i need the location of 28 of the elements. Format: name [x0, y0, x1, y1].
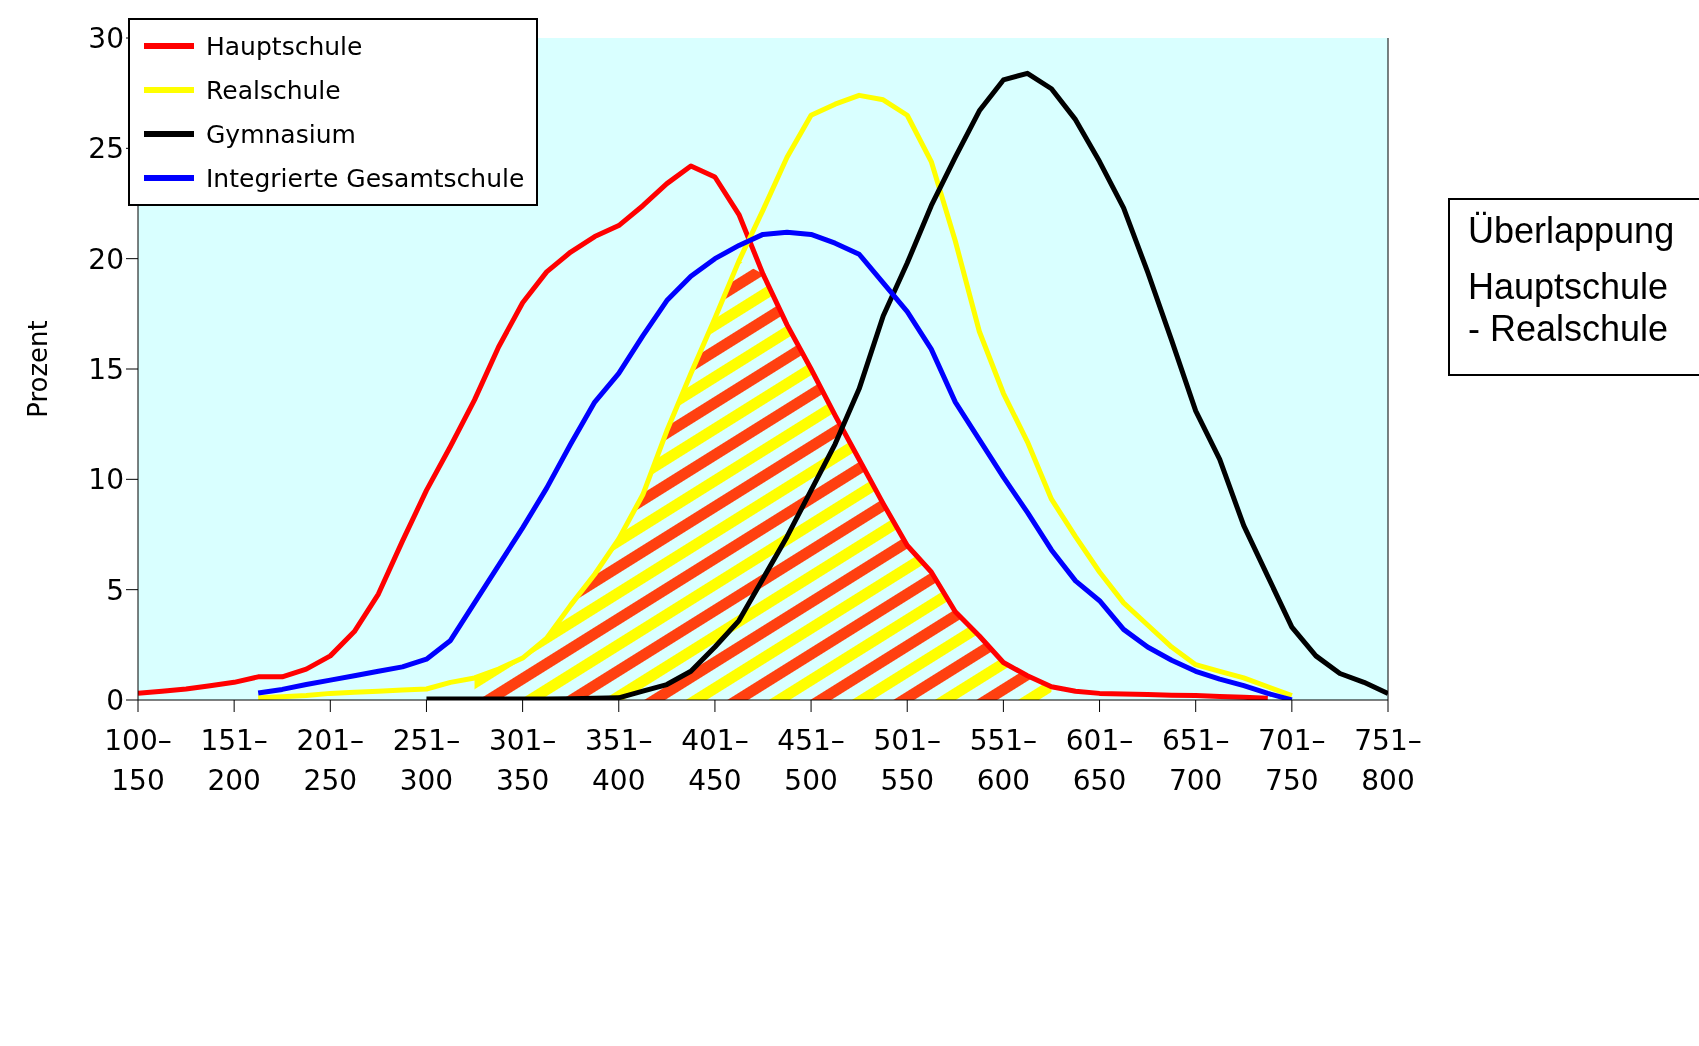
y-tick-label: 10: [88, 463, 124, 497]
x-tick-label: 651–700: [1161, 724, 1230, 797]
y-axis-title: Prozent: [23, 320, 54, 418]
x-tick-label: 751–800: [1354, 724, 1422, 797]
y-tick-label: 5: [106, 573, 124, 607]
legend-label: Realschule: [206, 75, 341, 105]
y-tick-label: 20: [88, 242, 124, 276]
x-tick-label: 551–600: [969, 724, 1038, 797]
x-tick-label: 351–400: [585, 724, 653, 797]
x-tick-label: 251–300: [392, 724, 461, 797]
x-tick-label: 501–550: [873, 724, 941, 797]
legend-label: Gymnasium: [206, 119, 356, 149]
x-tick-label: 701–750: [1258, 724, 1326, 797]
x-tick-label: 151–200: [200, 724, 268, 797]
x-tick-label: 401–450: [681, 724, 749, 797]
text: Hauptschule - Realschule: [1468, 266, 1670, 350]
legend-label: Integrierte Gesamtschule: [206, 163, 525, 193]
x-tick-label: 201–250: [296, 724, 365, 797]
y-tick-label: 0: [106, 683, 124, 717]
legend-label: Hauptschule: [206, 31, 363, 61]
x-tick-label: 100–150: [104, 724, 172, 797]
x-tick-label: 451–500: [777, 724, 845, 797]
y-tick-label: 15: [88, 352, 124, 386]
x-tick-label: 601–650: [1065, 724, 1134, 797]
y-tick-label: 30: [88, 21, 124, 55]
x-tick-label: 301–350: [488, 724, 557, 797]
y-tick-label: 25: [88, 132, 124, 166]
text: Überlappung: [1468, 210, 1676, 252]
